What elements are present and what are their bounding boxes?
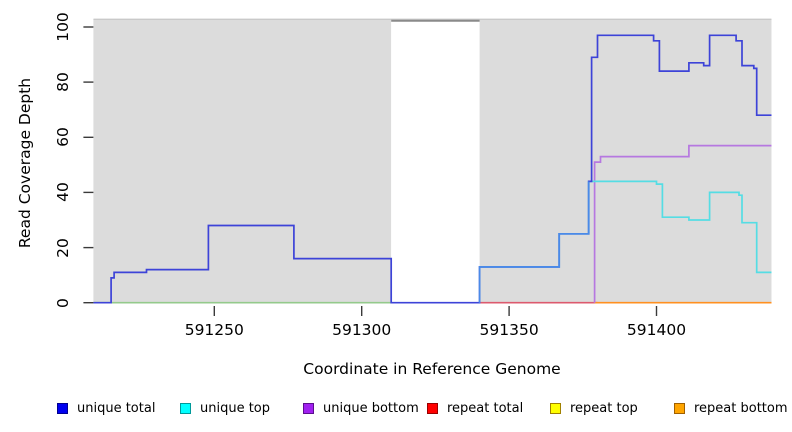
legend-item-repeat-bottom: repeat bottom	[674, 399, 788, 417]
legend-item-unique-top: unique top	[180, 399, 270, 417]
legend-label: unique top	[200, 400, 271, 416]
series-overlap-blend	[478, 181, 590, 303]
y-axis-title: Read Coverage Depth	[16, 77, 34, 249]
legend-label: repeat total	[447, 400, 524, 416]
legend-item-repeat-top: repeat top	[550, 399, 638, 417]
shaded-region	[93, 19, 392, 304]
series-unique-total	[93, 34, 772, 304]
legend-label: repeat top	[570, 400, 638, 416]
series-unique-bottom	[593, 144, 772, 303]
y-tick-label: 60	[54, 127, 72, 148]
x-tick-label: 591350	[479, 321, 539, 339]
plot-area	[83, 18, 772, 316]
legend-item-repeat-total: repeat total	[427, 399, 523, 417]
y-tick-label: 100	[54, 12, 72, 42]
x-tick-label: 591250	[184, 321, 244, 339]
legend-swatch-icon	[57, 402, 68, 414]
legend-swatch-icon	[674, 402, 685, 414]
x-tick-label: 591300	[332, 321, 392, 339]
y-tick-label: 20	[54, 237, 72, 258]
legend-label: unique bottom	[323, 400, 419, 416]
legend-swatch-icon	[303, 402, 314, 414]
legend-swatch-icon	[427, 402, 438, 414]
legend-label: unique total	[77, 400, 156, 416]
shaded-region	[479, 19, 772, 304]
y-tick-label: 80	[54, 72, 72, 92]
legend-item-unique-total: unique total	[57, 399, 155, 417]
legend-swatch-icon	[550, 402, 561, 414]
legend-item-unique-bottom: unique bottom	[303, 399, 419, 417]
x-axis-title: Coordinate in Reference Genome	[303, 360, 561, 378]
legend-swatch-icon	[180, 402, 191, 414]
y-tick-label: 0	[54, 297, 72, 308]
legend-label: repeat bottom	[694, 400, 788, 416]
y-tick-label: 40	[54, 182, 72, 203]
x-tick-label: 591400	[626, 321, 687, 339]
